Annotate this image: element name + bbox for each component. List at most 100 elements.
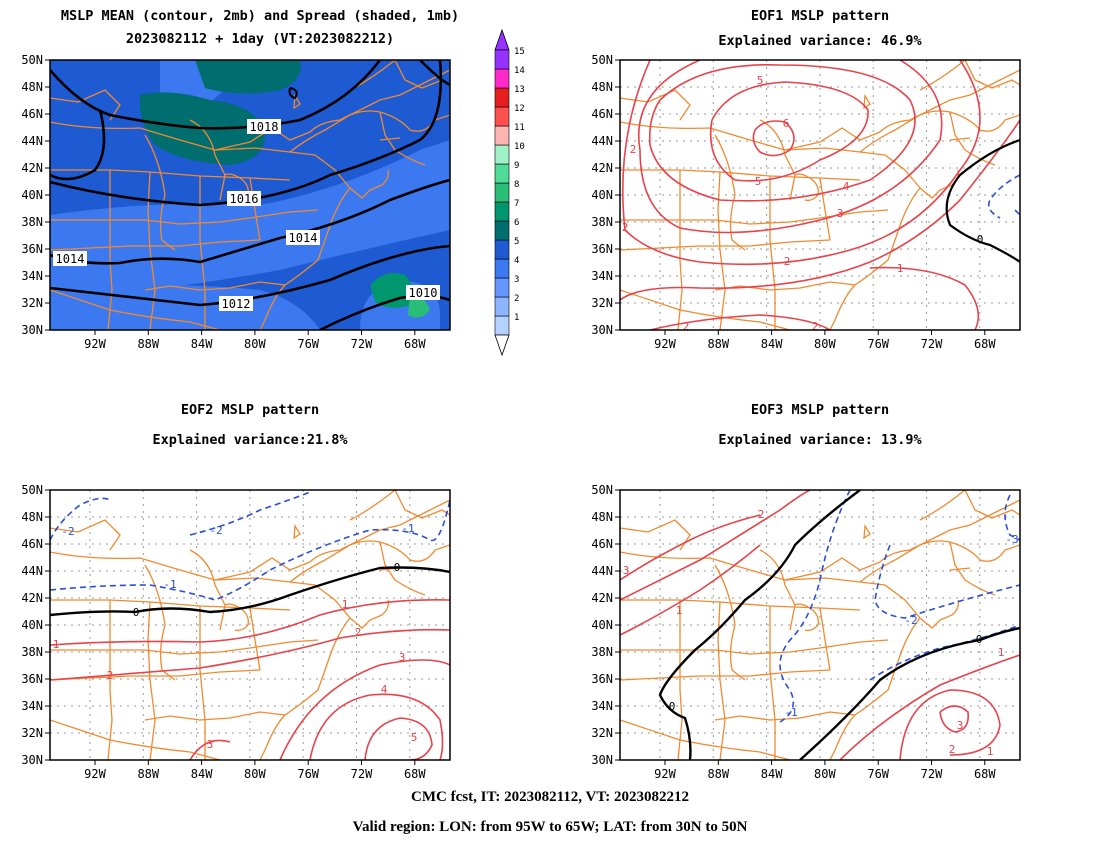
contour-label: 4 <box>381 683 388 696</box>
eof1-grid <box>620 60 1020 330</box>
contour-label: -2 <box>61 525 74 538</box>
contour-label: 2 <box>949 743 956 756</box>
contour-label: 0 <box>976 633 983 646</box>
state-boundary-line <box>50 169 291 181</box>
lat-tick-label: 50N <box>21 53 43 67</box>
state-boundary-line <box>620 669 831 681</box>
state-boundary-line <box>759 119 796 201</box>
contour-label: 2 <box>758 508 765 521</box>
contour-label: 1 <box>987 745 994 758</box>
state-boundary-line <box>714 281 856 291</box>
colorbar-label: 14 <box>514 66 525 76</box>
state-boundary-line <box>620 169 861 181</box>
lat-tick-label: 32N <box>21 296 43 310</box>
contour-neg2 <box>874 544 1020 619</box>
contour-label: 2 <box>784 255 791 268</box>
contour-label: -2 <box>209 524 222 537</box>
state-boundary-line <box>879 540 981 563</box>
contour-label: 1012 <box>222 297 251 311</box>
lon-tick-label: 72W <box>921 767 943 781</box>
contour-1016-inner <box>288 87 298 100</box>
contour-label: 3 <box>957 719 964 732</box>
contour-label: -1 <box>401 522 414 535</box>
lat-tick-label: 44N <box>591 564 613 578</box>
contour-1018 <box>50 60 382 130</box>
contour-label: -3 <box>1005 533 1018 546</box>
colorbar-label: 7 <box>514 199 519 209</box>
contour-3 <box>620 514 761 581</box>
contour-3 <box>279 659 450 760</box>
state-boundary-line <box>293 93 301 110</box>
lat-tick-label: 36N <box>591 672 613 686</box>
colorbar-label: 2 <box>514 294 519 304</box>
contour-neg1 <box>50 499 450 601</box>
colorbar-swatch <box>494 144 510 165</box>
contour-0 <box>658 490 861 760</box>
state-boundary-line <box>794 173 819 202</box>
state-boundary-line <box>144 134 176 251</box>
state-boundary-line <box>919 60 966 91</box>
colorbar-swatch <box>494 182 510 203</box>
state-boundary-line <box>289 499 450 583</box>
lat-tick-label: 36N <box>21 242 43 256</box>
contour-0 <box>945 138 1020 263</box>
contour-label: 5 <box>411 731 418 744</box>
state-boundary-line <box>50 551 311 581</box>
lat-tick-label: 32N <box>591 296 613 310</box>
lat-tick-label: 38N <box>591 215 613 229</box>
lat-tick-label: 48N <box>591 510 613 524</box>
colorbar-label: 11 <box>514 123 525 133</box>
eof2-panel: -2 -2 -1 -1 0 0 1 2 1 2 3 4 5 3 50N48N46… <box>21 483 451 781</box>
state-boundary-line <box>147 171 156 330</box>
contour-label: 4 <box>843 180 850 193</box>
lon-tick-label: 92W <box>84 767 106 781</box>
lat-tick-label: 46N <box>21 537 43 551</box>
lat-tick-label: 48N <box>21 80 43 94</box>
lon-tick-label: 84W <box>191 767 213 781</box>
lon-tick-label: 80W <box>244 337 266 351</box>
colorbar-swatch <box>494 315 510 336</box>
state-boundary-line <box>859 69 1020 153</box>
contour-1-east <box>839 654 1020 760</box>
lat-tick-label: 38N <box>591 645 613 659</box>
colorbar-max-arrow <box>494 28 510 51</box>
colorbar-swatch <box>494 125 510 146</box>
contour-5 <box>709 81 869 182</box>
lat-tick-label: 46N <box>21 107 43 121</box>
contour-label: 0 <box>133 606 140 619</box>
contour-3 <box>638 60 943 234</box>
state-boundary-line <box>759 549 796 631</box>
lat-tick-label: 30N <box>21 323 43 337</box>
lat-tick-label: 50N <box>591 483 613 497</box>
contour-6 <box>752 120 795 157</box>
lon-tick-label: 68W <box>404 337 426 351</box>
mean-contours <box>50 60 450 330</box>
lat-tick-label: 40N <box>591 618 613 632</box>
mean-panel-title-1: MSLP MEAN (contour, 2mb) and Spread (sha… <box>60 8 460 24</box>
contour-0-east <box>799 626 1020 760</box>
mean-contour-labels: 1018 1016 1014 1014 1012 1010 <box>53 119 440 311</box>
state-boundary-line <box>620 519 691 551</box>
contour-label: -1 <box>163 578 176 591</box>
contour-label: -2 <box>904 614 917 627</box>
eof1-panel-axes: 50N 48N 46N 44N 42N 40N 38N 36N 34N 32N 30N 92W 88W 8… <box>591 53 996 351</box>
eof1-panel-title-1: EOF1 MSLP pattern <box>750 8 890 24</box>
lat-tick-label: 38N <box>21 645 43 659</box>
eof3-panel-title-1: EOF3 MSLP pattern <box>750 402 890 418</box>
state-boundary-line <box>293 523 301 540</box>
contour-label: 3 <box>623 564 630 577</box>
eof2-panel-title-1: EOF2 MSLP pattern <box>180 402 320 418</box>
state-boundary-line <box>394 490 450 519</box>
contour-label: 1018 <box>250 120 279 134</box>
lat-tick-label: 34N <box>21 699 43 713</box>
state-boundary-line <box>289 69 450 153</box>
lon-tick-label: 88W <box>137 767 159 781</box>
state-boundary-line <box>224 603 249 632</box>
mean-panel: 1018 1016 1014 1014 1012 1010 50N 48N 46N 4… <box>21 53 451 351</box>
state-boundary-line <box>620 599 861 611</box>
footer-valid-region: Valid region: LON: from 95W to 65W; LAT:… <box>352 819 748 835</box>
eof2-contours <box>50 491 450 760</box>
state-boundary-line <box>919 490 966 521</box>
